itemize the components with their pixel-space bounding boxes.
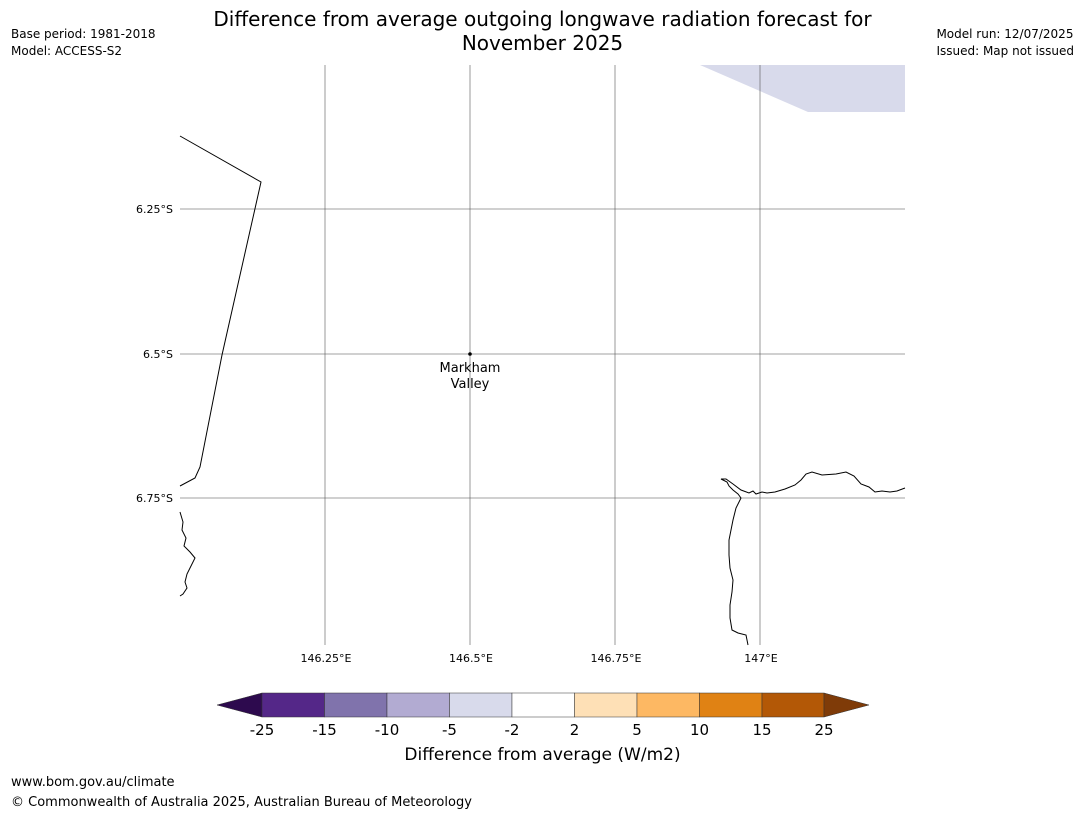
colorbar — [216, 692, 870, 718]
meta-right: Model run: 12/07/2025 Issued: Map not is… — [936, 26, 1074, 60]
title-line-1: Difference from average outgoing longwav… — [213, 7, 872, 31]
footer-url[interactable]: www.bom.gov.au/climate — [11, 775, 175, 790]
lat-label: 6.5°S — [143, 348, 173, 361]
colorbar-extend-low — [216, 692, 263, 718]
lat-label: 6.75°S — [136, 492, 173, 505]
model-name: Model: ACCESS-S2 — [11, 44, 123, 58]
colorbar-segment — [636, 692, 700, 718]
colorbar-tick: 15 — [752, 721, 771, 739]
meta-left: Base period: 1981-2018 Model: ACCESS-S2 — [11, 26, 156, 60]
place-label: Markham Valley — [440, 361, 501, 392]
issued-status: Issued: Map not issued — [936, 44, 1074, 58]
model-run: Model run: 12/07/2025 — [936, 27, 1074, 41]
colorbar-segment — [449, 692, 513, 718]
colorbar-segment — [511, 692, 575, 718]
title-line-2: November 2025 — [461, 31, 624, 55]
lon-label: 147°E — [744, 652, 777, 665]
colorbar-tick: -2 — [505, 721, 520, 739]
colorbar-segment — [324, 692, 388, 718]
coastline-west — [179, 511, 196, 597]
colorbar-segment — [574, 692, 638, 718]
colorbar-segment — [761, 692, 825, 718]
place-label-line-2: Valley — [451, 377, 490, 392]
colorbar-tick: -10 — [375, 721, 400, 739]
colorbar-tick: -5 — [442, 721, 457, 739]
coastline-east — [720, 471, 906, 646]
border-line — [179, 135, 262, 487]
graticule — [180, 65, 905, 645]
colorbar-tick: 25 — [814, 721, 833, 739]
colorbar-segment — [261, 692, 325, 718]
colorbar-segment — [386, 692, 450, 718]
lat-labels: 6.25°S 6.5°S 6.75°S — [136, 203, 173, 505]
colorbar-label: Difference from average (W/m2) — [404, 745, 681, 765]
colorbar-ticks: -25 -15 -10 -5 -2 2 5 10 15 25 — [250, 721, 834, 739]
map-title: Difference from average outgoing longwav… — [0, 7, 1085, 55]
colorbar-tick: -15 — [312, 721, 337, 739]
footer-copyright: © Commonwealth of Australia 2025, Austra… — [11, 795, 472, 810]
colorbar-tick: 2 — [570, 721, 580, 739]
lon-label: 146.75°E — [591, 652, 642, 665]
place-marker — [468, 352, 472, 356]
colorbar-segment — [699, 692, 763, 718]
colorbar-tick: -25 — [250, 721, 275, 739]
colorbar-extend-high — [823, 692, 870, 718]
colorbar-tick: 5 — [632, 721, 642, 739]
place-label-line-1: Markham — [440, 361, 501, 376]
lon-labels: 146.25°E 146.5°E 146.75°E 147°E — [301, 652, 778, 665]
base-period: Base period: 1981-2018 — [11, 27, 156, 41]
lon-label: 146.25°E — [301, 652, 352, 665]
colorbar-tick: 10 — [690, 721, 709, 739]
lat-label: 6.25°S — [136, 203, 173, 216]
lon-label: 146.5°E — [449, 652, 493, 665]
anomaly-region — [700, 65, 905, 112]
